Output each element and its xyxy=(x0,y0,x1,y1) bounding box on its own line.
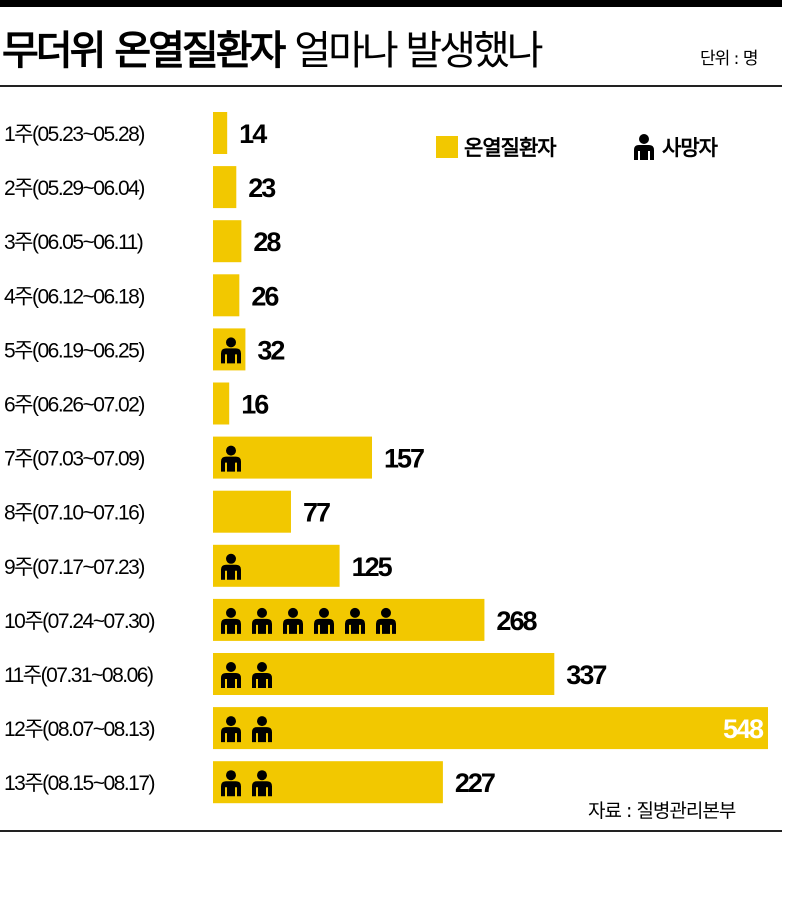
value-label: 28 xyxy=(253,227,281,257)
category-label: 13주(08.15~08.17) xyxy=(4,772,155,795)
title-divider xyxy=(0,85,782,87)
title-light: 얼마나 발생했나 xyxy=(294,28,543,74)
category-label: 3주(06.05~06.11) xyxy=(4,231,143,254)
value-label: 125 xyxy=(352,552,393,582)
bar xyxy=(213,490,291,533)
category-label: 6주(06.26~07.02) xyxy=(4,394,144,417)
title-bold: 무더위 온열질환자 xyxy=(2,28,286,74)
value-label: 23 xyxy=(248,173,276,203)
bottom-divider xyxy=(0,830,782,832)
person-icon xyxy=(221,770,241,797)
bar xyxy=(213,707,768,750)
bar xyxy=(213,274,240,317)
category-label: 2주(05.29~06.04) xyxy=(4,177,144,200)
person-icon xyxy=(221,607,241,634)
category-label: 11주(07.31~08.06) xyxy=(4,664,153,687)
value-label: 14 xyxy=(239,119,267,149)
bar xyxy=(213,382,230,425)
person-icon xyxy=(314,607,334,634)
category-label: 4주(06.12~06.18) xyxy=(4,285,144,308)
person-icon xyxy=(252,716,272,743)
person-icon xyxy=(252,770,272,797)
person-icon xyxy=(252,607,272,634)
source-note: 자료 : 질병관리본부 xyxy=(588,800,736,822)
bar xyxy=(213,761,443,804)
chart-title: 무더위 온열질환자 얼마나 발생했나 xyxy=(2,18,544,76)
category-label: 8주(07.10~07.16) xyxy=(4,502,144,525)
bar xyxy=(213,220,242,263)
person-icon xyxy=(345,607,365,634)
person-icon xyxy=(634,134,654,160)
unit-label: 단위 : 명 xyxy=(700,49,758,69)
person-icon xyxy=(221,662,241,688)
value-label: 268 xyxy=(496,606,537,636)
person-icon xyxy=(221,716,241,743)
legend-patients: 온열질환자 xyxy=(436,132,557,162)
category-label: 7주(07.03~07.09) xyxy=(4,448,144,471)
top-bar xyxy=(0,0,782,7)
value-label: 227 xyxy=(455,768,495,798)
value-label: 157 xyxy=(384,444,424,474)
value-label: 16 xyxy=(241,390,269,420)
legend-label: 온열질환자 xyxy=(464,136,557,160)
value-label: 77 xyxy=(303,498,330,528)
category-label: 9주(07.17~07.23) xyxy=(4,556,144,579)
category-label: 5주(06.19~06.25) xyxy=(4,339,144,362)
category-label: 1주(05.23~05.28) xyxy=(4,123,144,146)
legend-label: 사망자 xyxy=(662,136,718,160)
legend-deaths: 사망자 xyxy=(632,132,718,162)
person-icon xyxy=(221,337,241,364)
value-label: 26 xyxy=(251,281,279,311)
bar xyxy=(213,112,228,154)
person-icon xyxy=(283,607,303,634)
bar xyxy=(213,166,237,209)
person-icon xyxy=(376,607,396,634)
category-label: 10주(07.24~07.30) xyxy=(4,610,155,633)
category-label: 12주(08.07~08.13) xyxy=(4,718,155,741)
person-icon xyxy=(221,553,241,580)
person-icon xyxy=(252,662,272,688)
value-label: 337 xyxy=(566,660,606,690)
legend-swatch xyxy=(436,136,458,158)
value-label: 548 xyxy=(723,714,764,744)
person-icon xyxy=(221,445,241,472)
value-label: 32 xyxy=(257,335,284,365)
